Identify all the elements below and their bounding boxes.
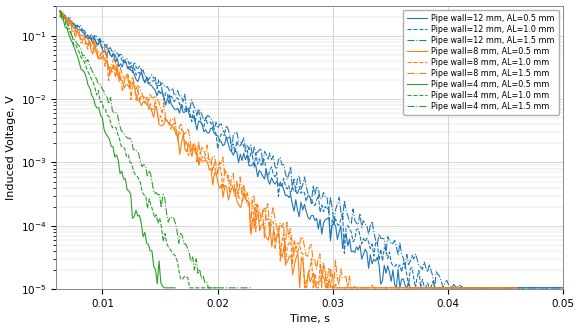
Pipe wall=12 mm, AL=0.5 mm — [56, 10, 63, 14]
Pipe wall=12 mm, AL=1.5 mm — [485, 286, 492, 290]
Pipe wall=8 mm, AL=1.0 mm — [224, 173, 231, 177]
Pipe wall=12 mm, AL=1.0 mm — [264, 175, 271, 179]
Pipe wall=8 mm, AL=1.0 mm — [86, 40, 93, 44]
Pipe wall=8 mm, AL=1.5 mm — [502, 286, 509, 290]
Pipe wall=4 mm, AL=0.5 mm — [172, 286, 179, 290]
Pipe wall=8 mm, AL=1.0 mm — [292, 246, 299, 250]
Line: Pipe wall=4 mm, AL=1.5 mm: Pipe wall=4 mm, AL=1.5 mm — [60, 11, 252, 288]
Pipe wall=8 mm, AL=0.5 mm — [56, 15, 63, 18]
Pipe wall=8 mm, AL=1.0 mm — [301, 286, 308, 290]
Pipe wall=8 mm, AL=0.5 mm — [347, 286, 354, 290]
Pipe wall=12 mm, AL=0.5 mm — [159, 89, 166, 93]
Pipe wall=4 mm, AL=1.0 mm — [75, 50, 82, 54]
Pipe wall=4 mm, AL=1.5 mm — [205, 286, 212, 290]
Pipe wall=12 mm, AL=1.0 mm — [56, 14, 63, 18]
Pipe wall=4 mm, AL=1.0 mm — [186, 286, 193, 290]
Pipe wall=8 mm, AL=1.5 mm — [443, 286, 450, 290]
Pipe wall=4 mm, AL=1.5 mm — [100, 88, 107, 92]
Line: Pipe wall=8 mm, AL=1.5 mm: Pipe wall=8 mm, AL=1.5 mm — [60, 12, 505, 288]
Pipe wall=8 mm, AL=0.5 mm — [255, 209, 262, 213]
Pipe wall=4 mm, AL=1.5 mm — [168, 215, 175, 219]
Y-axis label: Induced Voltage, V: Induced Voltage, V — [6, 95, 16, 200]
Pipe wall=8 mm, AL=1.0 mm — [93, 48, 100, 52]
Pipe wall=4 mm, AL=0.5 mm — [85, 83, 92, 87]
Pipe wall=4 mm, AL=1.0 mm — [56, 9, 63, 13]
Pipe wall=8 mm, AL=1.0 mm — [58, 10, 65, 14]
Pipe wall=8 mm, AL=1.5 mm — [296, 245, 303, 249]
Pipe wall=12 mm, AL=1.5 mm — [431, 286, 438, 290]
Line: Pipe wall=12 mm, AL=1.5 mm: Pipe wall=12 mm, AL=1.5 mm — [60, 14, 567, 288]
Pipe wall=8 mm, AL=1.5 mm — [128, 80, 135, 83]
Pipe wall=12 mm, AL=1.0 mm — [563, 286, 570, 290]
Pipe wall=4 mm, AL=1.5 mm — [249, 286, 256, 290]
Line: Pipe wall=12 mm, AL=0.5 mm: Pipe wall=12 mm, AL=0.5 mm — [60, 12, 567, 288]
Pipe wall=8 mm, AL=0.5 mm — [321, 276, 328, 280]
Pipe wall=8 mm, AL=0.5 mm — [60, 13, 67, 16]
Pipe wall=8 mm, AL=1.5 mm — [58, 10, 65, 14]
Pipe wall=4 mm, AL=0.5 mm — [92, 104, 99, 108]
Pipe wall=4 mm, AL=1.5 mm — [106, 102, 113, 106]
Pipe wall=12 mm, AL=1.0 mm — [485, 286, 492, 290]
Pipe wall=12 mm, AL=1.5 mm — [506, 286, 513, 290]
Pipe wall=12 mm, AL=1.0 mm — [525, 286, 532, 290]
Pipe wall=4 mm, AL=1.0 mm — [214, 286, 221, 290]
Pipe wall=8 mm, AL=1.5 mm — [318, 286, 325, 290]
Line: Pipe wall=4 mm, AL=0.5 mm: Pipe wall=4 mm, AL=0.5 mm — [60, 11, 175, 288]
Line: Pipe wall=12 mm, AL=1.0 mm: Pipe wall=12 mm, AL=1.0 mm — [60, 15, 567, 288]
Pipe wall=4 mm, AL=0.5 mm — [161, 286, 168, 290]
Pipe wall=8 mm, AL=1.5 mm — [474, 286, 481, 290]
Line: Pipe wall=4 mm, AL=1.0 mm: Pipe wall=4 mm, AL=1.0 mm — [60, 11, 218, 288]
Pipe wall=4 mm, AL=1.5 mm — [146, 169, 153, 173]
Pipe wall=4 mm, AL=0.5 mm — [164, 286, 171, 290]
Pipe wall=8 mm, AL=1.0 mm — [215, 170, 222, 174]
Legend: Pipe wall=12 mm, AL=0.5 mm, Pipe wall=12 mm, AL=1.0 mm, Pipe wall=12 mm, AL=1.5 : Pipe wall=12 mm, AL=0.5 mm, Pipe wall=12… — [403, 10, 559, 115]
Pipe wall=12 mm, AL=0.5 mm — [476, 286, 483, 290]
Pipe wall=12 mm, AL=0.5 mm — [483, 286, 490, 290]
Pipe wall=8 mm, AL=0.5 mm — [296, 286, 303, 290]
Pipe wall=8 mm, AL=1.0 mm — [508, 286, 514, 290]
Pipe wall=4 mm, AL=0.5 mm — [65, 32, 72, 36]
Pipe wall=12 mm, AL=1.5 mm — [56, 13, 63, 17]
Pipe wall=4 mm, AL=0.5 mm — [147, 249, 154, 253]
Pipe wall=4 mm, AL=1.0 mm — [97, 100, 104, 104]
Pipe wall=4 mm, AL=1.0 mm — [212, 286, 219, 290]
Pipe wall=8 mm, AL=0.5 mm — [513, 286, 520, 290]
Pipe wall=4 mm, AL=0.5 mm — [56, 9, 63, 13]
Pipe wall=8 mm, AL=1.0 mm — [56, 15, 63, 19]
Pipe wall=4 mm, AL=1.5 mm — [244, 286, 251, 290]
Line: Pipe wall=8 mm, AL=0.5 mm: Pipe wall=8 mm, AL=0.5 mm — [60, 15, 517, 288]
Pipe wall=12 mm, AL=1.5 mm — [563, 286, 570, 290]
Pipe wall=4 mm, AL=0.5 mm — [106, 137, 113, 141]
Pipe wall=12 mm, AL=1.5 mm — [525, 286, 532, 290]
Pipe wall=12 mm, AL=0.5 mm — [563, 286, 570, 290]
Pipe wall=4 mm, AL=1.0 mm — [93, 93, 100, 97]
Pipe wall=12 mm, AL=0.5 mm — [263, 167, 270, 171]
Pipe wall=4 mm, AL=1.0 mm — [211, 286, 218, 290]
Pipe wall=12 mm, AL=1.0 mm — [478, 286, 485, 290]
Pipe wall=8 mm, AL=1.5 mm — [351, 284, 358, 288]
Line: Pipe wall=8 mm, AL=1.0 mm: Pipe wall=8 mm, AL=1.0 mm — [60, 12, 511, 288]
Pipe wall=4 mm, AL=1.5 mm — [128, 139, 135, 143]
Pipe wall=12 mm, AL=1.5 mm — [478, 286, 485, 290]
Pipe wall=4 mm, AL=1.5 mm — [56, 9, 63, 13]
Pipe wall=12 mm, AL=0.5 mm — [393, 286, 400, 290]
Pipe wall=8 mm, AL=1.5 mm — [56, 15, 63, 19]
Pipe wall=12 mm, AL=1.0 mm — [506, 286, 513, 290]
Pipe wall=12 mm, AL=1.5 mm — [58, 12, 65, 16]
Pipe wall=8 mm, AL=0.5 mm — [230, 187, 237, 191]
Pipe wall=8 mm, AL=1.0 mm — [445, 286, 452, 290]
Pipe wall=8 mm, AL=0.5 mm — [208, 166, 215, 170]
Pipe wall=12 mm, AL=1.0 mm — [412, 286, 419, 290]
Pipe wall=12 mm, AL=1.0 mm — [61, 13, 68, 17]
Pipe wall=12 mm, AL=1.0 mm — [161, 98, 168, 102]
Pipe wall=12 mm, AL=0.5 mm — [504, 286, 511, 290]
Pipe wall=12 mm, AL=1.5 mm — [161, 83, 168, 87]
Pipe wall=12 mm, AL=1.5 mm — [264, 158, 271, 162]
Pipe wall=8 mm, AL=0.5 mm — [70, 29, 77, 33]
Pipe wall=12 mm, AL=0.5 mm — [523, 286, 530, 290]
Pipe wall=8 mm, AL=1.5 mm — [91, 48, 98, 51]
X-axis label: Time, s: Time, s — [289, 314, 329, 324]
Pipe wall=4 mm, AL=1.0 mm — [191, 286, 198, 290]
